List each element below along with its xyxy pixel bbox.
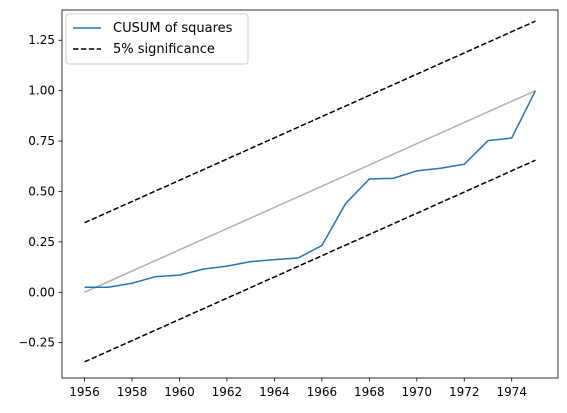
y-tick-label: 0.25 — [28, 235, 55, 249]
plot-area — [84, 20, 537, 363]
x-tick-label: 1960 — [164, 385, 195, 399]
legend-label-cusum: CUSUM of squares — [113, 21, 233, 36]
upper-significance-line — [84, 20, 536, 224]
x-tick-label: 1962 — [212, 385, 243, 399]
x-tick-label: 1966 — [307, 385, 338, 399]
x-tick-label: 1964 — [259, 385, 290, 399]
y-tick-label: 0.50 — [28, 184, 55, 198]
lower-significance-line — [84, 159, 536, 363]
x-tick-label: 1958 — [117, 385, 148, 399]
y-tick-label: 1.25 — [28, 33, 55, 47]
x-tick-label: 1974 — [496, 385, 527, 399]
axes-frame — [61, 9, 559, 379]
x-tick-label: 1956 — [69, 385, 100, 399]
x-tick-label: 1970 — [402, 385, 433, 399]
legend-box — [65, 13, 249, 65]
reference-line — [84, 89, 536, 293]
y-tick-label: 1.00 — [28, 84, 55, 98]
y-tick-label: 0.75 — [28, 134, 55, 148]
axes — [61, 9, 559, 379]
x-tick-label: 1968 — [354, 385, 385, 399]
legend-label-significance: 5% significance — [113, 42, 215, 57]
y-tick-label: −0.25 — [18, 336, 55, 350]
legend: CUSUM of squares 5% significance — [65, 13, 249, 65]
x-tick-label: 1972 — [449, 385, 480, 399]
cusum-series-line — [84, 90, 537, 289]
y-tick-label: 0.00 — [28, 285, 55, 299]
ticks: 1956 1958 1960 1962 1964 1966 1968 1970 1972 1974… — [18, 33, 527, 399]
